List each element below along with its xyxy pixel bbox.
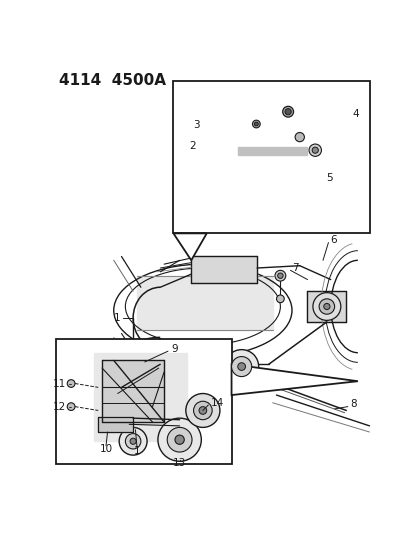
Circle shape [167,427,192,452]
Text: 7: 7 [291,263,298,273]
Circle shape [193,401,212,419]
Circle shape [157,418,201,461]
Text: 2: 2 [189,141,195,151]
Text: 8: 8 [349,399,356,409]
Circle shape [282,106,293,117]
Text: 13: 13 [173,458,186,468]
Polygon shape [102,360,164,422]
Text: 1: 1 [133,446,140,456]
Circle shape [254,122,258,126]
Polygon shape [94,353,187,441]
Circle shape [175,435,184,445]
Text: 11: 11 [52,378,66,389]
Circle shape [199,407,206,414]
Text: 10: 10 [99,444,112,454]
Circle shape [185,393,219,427]
Circle shape [231,357,251,377]
Circle shape [274,270,285,281]
Polygon shape [98,417,133,432]
Text: 9: 9 [171,344,178,354]
Circle shape [318,299,334,314]
Polygon shape [307,291,345,322]
Text: 4: 4 [351,109,358,119]
Circle shape [308,144,320,156]
Circle shape [311,147,318,154]
Circle shape [130,438,136,445]
Text: 14: 14 [210,398,223,408]
Circle shape [67,403,75,410]
Circle shape [312,293,340,320]
Text: 6: 6 [330,235,337,245]
Text: 1: 1 [113,313,120,323]
Circle shape [224,350,258,384]
Text: 12: 12 [52,401,66,411]
Circle shape [119,427,147,455]
Bar [55,339,231,464]
Polygon shape [173,233,206,260]
Text: 3: 3 [193,120,199,130]
Polygon shape [231,364,357,395]
Text: 5: 5 [325,173,332,183]
Circle shape [323,303,329,310]
Circle shape [276,295,284,303]
Circle shape [67,379,75,387]
Polygon shape [237,147,307,155]
Polygon shape [137,276,272,329]
Text: 4114  4500A: 4114 4500A [59,73,166,88]
Circle shape [252,120,260,128]
Polygon shape [191,256,256,284]
Circle shape [125,433,140,449]
Circle shape [294,133,304,142]
Bar [173,81,369,233]
Circle shape [284,109,290,115]
Circle shape [277,273,282,278]
Circle shape [237,363,245,370]
